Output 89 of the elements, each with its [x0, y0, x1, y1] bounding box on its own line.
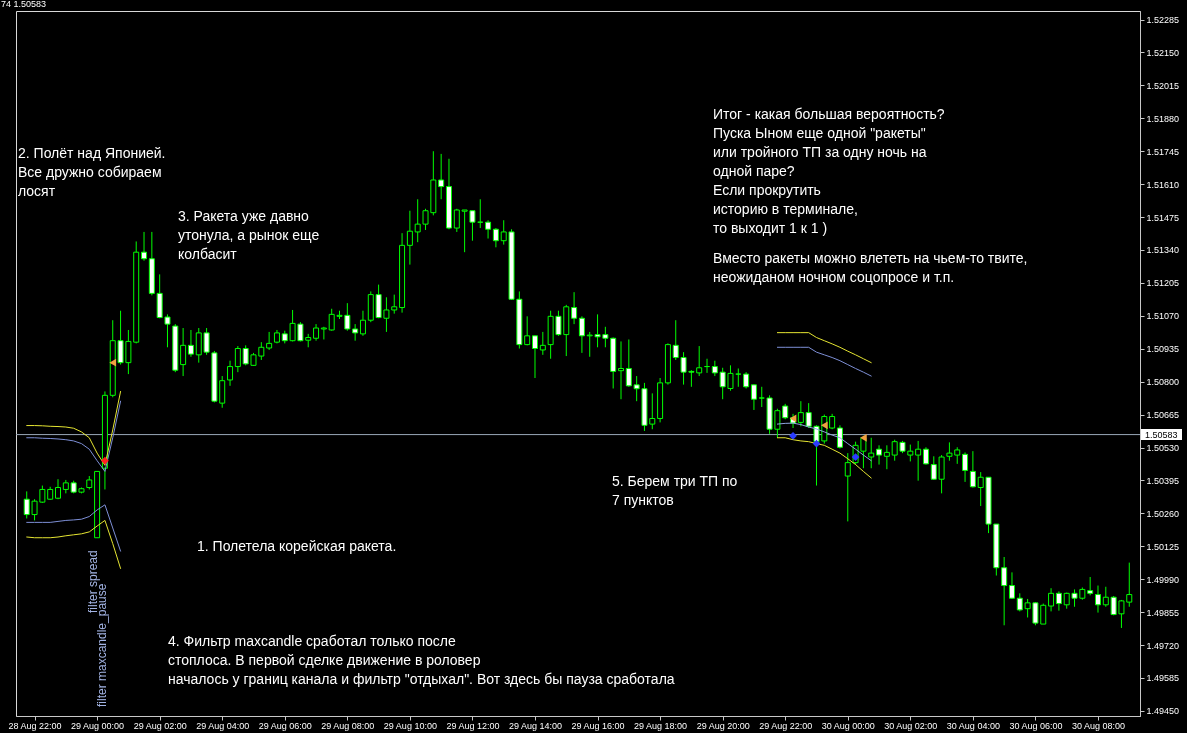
- candlestick: [883, 444, 890, 470]
- candlestick: [868, 437, 875, 469]
- line-series: [26, 390, 122, 466]
- candlestick: [531, 335, 538, 379]
- candlestick: [571, 291, 578, 325]
- y-tick-label: 1.49990: [1146, 574, 1180, 585]
- x-tick-label: 29 Aug 10:00: [383, 720, 437, 731]
- candlestick: [618, 340, 625, 400]
- candlestick: [578, 315, 585, 354]
- candlestick: [750, 384, 757, 411]
- candlestick: [876, 444, 883, 466]
- candlestick: [266, 331, 273, 351]
- candlestick: [320, 326, 327, 340]
- x-tick-label: 28 Aug 22:00: [8, 720, 62, 731]
- candlestick: [758, 386, 765, 408]
- candlestick: [844, 452, 851, 522]
- y-tick-label: 1.51205: [1146, 278, 1180, 289]
- y-tick-label: 1.51475: [1146, 212, 1180, 223]
- annotation: 4. Фильтр maxcandle сработал только после стоплоса. В первой сделке движение в роловер началось у границ канала и фильтр "отдыхал". Вот здесь бы пауза сработала: [168, 633, 675, 687]
- x-tick-label: 30 Aug 04:00: [946, 720, 1000, 731]
- x-tick-label: 29 Aug 02:00: [133, 720, 187, 731]
- candlestick: [352, 323, 359, 342]
- x-tick-label: 29 Aug 16:00: [571, 720, 625, 731]
- y-tick-label: 1.49585: [1146, 673, 1180, 684]
- candlestick: [1001, 556, 1008, 626]
- x-tick-label: 30 Aug 08:00: [1071, 720, 1126, 731]
- candlestick: [915, 440, 922, 482]
- y-tick-label: 1.50800: [1146, 377, 1180, 388]
- annotation: 3. Ракета уже давно утонула, а рынок еще колбасит: [178, 208, 320, 262]
- candlestick: [1087, 576, 1094, 596]
- annotation: Вместо ракеты можно влететь на чьем-то твите, неожиданом ночном соцопросе и т.п.: [713, 250, 1028, 285]
- x-tick-label: 29 Aug 12:00: [446, 720, 500, 731]
- candlestick: [539, 331, 546, 356]
- candlestick: [406, 210, 413, 266]
- x-tick-label: 29 Aug 18:00: [634, 720, 688, 731]
- y-tick-label: 1.50260: [1146, 508, 1180, 519]
- x-tick-label: 29 Aug 04:00: [196, 720, 250, 731]
- x-tick-label: 30 Aug 00:00: [821, 720, 875, 731]
- candlestick: [1048, 587, 1055, 612]
- annotation: 5. Берем три ТП по 7 пунктов: [612, 473, 738, 508]
- x-tick-label: 29 Aug 22:00: [759, 720, 813, 731]
- candlestick: [969, 450, 976, 488]
- candlestick: [227, 360, 234, 387]
- y-tick-label: 1.49720: [1146, 640, 1180, 651]
- line-series: [26, 400, 122, 472]
- candlestick: [492, 227, 499, 248]
- annotation: 1. Полетела корейская ракета.: [197, 538, 397, 554]
- y-tick-label: 1.49855: [1146, 607, 1180, 618]
- y-tick-label: 1.51070: [1146, 311, 1180, 322]
- x-tick-label: 29 Aug 00:00: [71, 720, 125, 731]
- candlestick: [485, 219, 492, 240]
- candlestick: [1055, 590, 1062, 612]
- y-tick-label: 1.50665: [1146, 410, 1180, 421]
- candlestick: [1008, 571, 1015, 600]
- y-tick-label: 1.50395: [1146, 475, 1180, 486]
- y-tick-label: 1.50935: [1146, 344, 1180, 355]
- candlestick: [735, 368, 742, 388]
- y-tick-label: 1.51745: [1146, 146, 1180, 157]
- line-series: [26, 504, 122, 552]
- candlestick: [797, 400, 804, 427]
- chart-title: 74 1.50583: [1, 0, 47, 9]
- y-tick-label: 1.51880: [1146, 113, 1180, 124]
- x-tick-label: 30 Aug 06:00: [1009, 720, 1063, 731]
- x-tick-label: 30 Aug 02:00: [884, 720, 938, 731]
- x-tick-label: 29 Aug 08:00: [321, 720, 375, 731]
- candlestick: [180, 327, 187, 377]
- x-tick-label: 29 Aug 14:00: [508, 720, 563, 731]
- y-tick-label: 1.49450: [1146, 706, 1180, 717]
- candlestick: [141, 231, 148, 262]
- y-tick-label: 1.50125: [1146, 541, 1180, 552]
- ref-line-label: 1.50583: [1145, 429, 1178, 440]
- y-tick-label: 1.51340: [1146, 245, 1180, 256]
- y-tick-label: 1.52285: [1146, 15, 1180, 26]
- y-tick-label: 1.50530: [1146, 443, 1180, 454]
- x-tick-label: 29 Aug 20:00: [696, 720, 750, 731]
- candlestick: [438, 153, 445, 200]
- annotation: 2. Полёт над Японией. Все дружно собираем лосят: [18, 145, 166, 199]
- candlestick: [187, 329, 194, 358]
- candlestick: [234, 345, 241, 373]
- candlestick: [359, 310, 366, 337]
- annotation: Итог - какая большая вероятность? Пуска Ыном еще одной "ракеты" или тройного ТП за одну ночь на одной паре? Если прокрутить историю в терминале, то выходит 1 к 1 ): [713, 106, 945, 236]
- y-tick-label: 1.52150: [1146, 47, 1180, 58]
- candlestick: [1094, 585, 1101, 614]
- line-series: [776, 332, 872, 364]
- line-series: [776, 346, 872, 377]
- y-tick-label: 1.51610: [1146, 179, 1180, 190]
- x-tick-label: 29 Aug 06:00: [258, 720, 312, 731]
- candlestick: [962, 451, 969, 483]
- y-tick-label: 1.52015: [1146, 80, 1180, 91]
